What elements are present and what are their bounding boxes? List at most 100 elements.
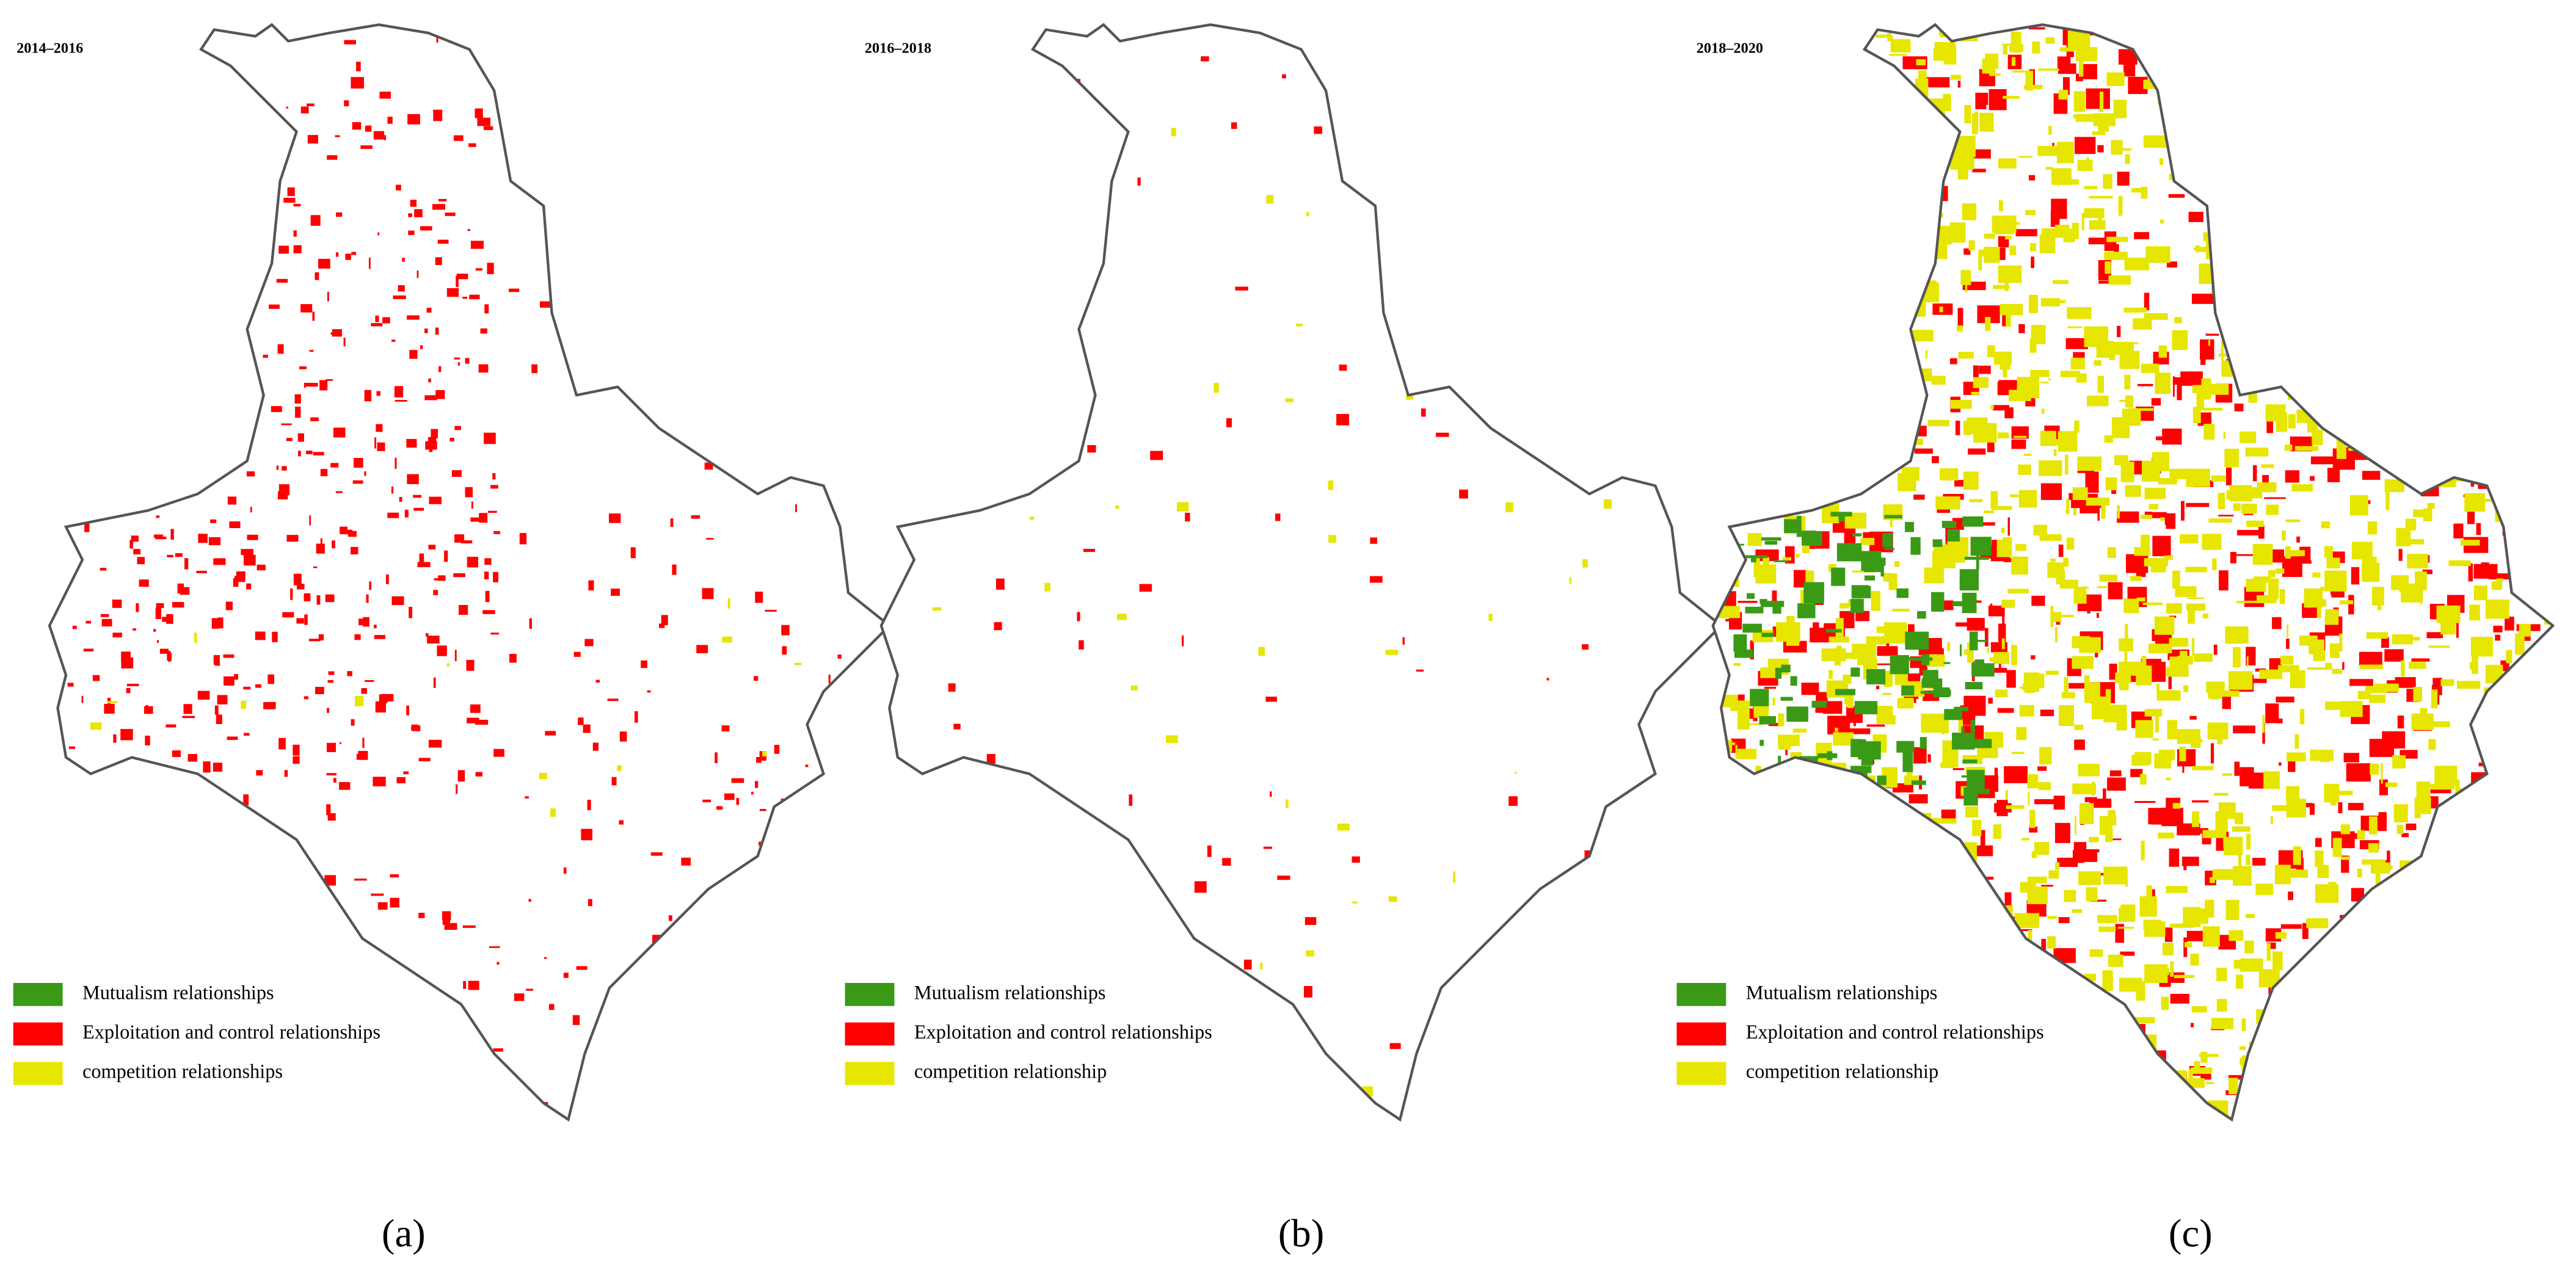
land-patch (2417, 295, 2440, 300)
land-patch (2379, 349, 2388, 358)
land-patch (1868, 117, 1887, 125)
land-patch (2478, 780, 2493, 800)
land-patch (2115, 459, 2127, 464)
land-patch (1835, 309, 1851, 326)
land-patch (133, 549, 141, 555)
land-patch (2141, 1115, 2161, 1120)
land-patch (2335, 45, 2356, 63)
land-patch (578, 717, 584, 725)
land-patch (2335, 268, 2358, 275)
land-patch (2005, 1057, 2015, 1065)
land-patch (2103, 788, 2106, 803)
land-patch (2315, 850, 2324, 868)
land-patch (2254, 1103, 2266, 1113)
land-patch (379, 92, 391, 99)
land-patch (2450, 330, 2460, 333)
land-patch (2442, 207, 2450, 219)
land-patch (438, 366, 442, 372)
land-patch (2073, 508, 2076, 516)
land-patch (2164, 58, 2176, 63)
land-patch (377, 232, 380, 236)
land-patch (2120, 462, 2134, 482)
land-patch (1817, 753, 1838, 758)
land-patch (1808, 36, 1825, 39)
land-patch (376, 391, 380, 396)
land-patch (2321, 139, 2336, 148)
land-patch (1973, 423, 1997, 443)
land-patch (796, 449, 807, 453)
land-patch (1875, 34, 1892, 38)
land-patch (2063, 77, 2070, 95)
land-patch (356, 62, 361, 71)
land-patch (68, 344, 79, 353)
land-patch (2405, 518, 2417, 531)
land-patch (2193, 653, 2213, 662)
land-patch (2456, 1029, 2476, 1039)
land-patch (197, 1085, 209, 1090)
land-patch (2030, 1117, 2047, 1120)
land-patch (428, 437, 437, 446)
land-patch (2419, 1098, 2423, 1109)
land-patch (1995, 965, 2018, 979)
land-patch (1727, 261, 1746, 281)
land-patch (1207, 845, 1212, 857)
land-patch (1265, 697, 1277, 702)
land-patch (1782, 1093, 1785, 1112)
land-patch (2228, 671, 2253, 690)
land-patch (1883, 670, 1893, 687)
land-patch (2039, 534, 2062, 541)
land-patch (2072, 656, 2094, 669)
land-patch (229, 521, 241, 528)
land-patch (2533, 1037, 2540, 1046)
land-patch (1789, 806, 1812, 828)
land-patch (2401, 259, 2423, 271)
land-patch (2404, 59, 2417, 64)
land-patch (224, 676, 235, 686)
land-patch (2031, 256, 2034, 269)
land-patch (1993, 405, 2009, 411)
land-patch (444, 923, 457, 930)
land-patch (347, 671, 352, 676)
land-patch (2156, 690, 2181, 701)
land-patch (1505, 502, 1513, 513)
land-patch (1958, 352, 1974, 359)
land-patch (2393, 460, 2396, 473)
land-patch (1818, 1087, 1832, 1098)
land-patch (1967, 885, 1990, 905)
land-patch (2084, 1118, 2091, 1120)
land-patch (73, 835, 82, 844)
land-patch (2225, 89, 2243, 106)
land-patch (2387, 449, 2394, 466)
land-patch (2336, 65, 2346, 73)
land-patch (526, 988, 533, 991)
land-patch (868, 1109, 872, 1120)
land-patch (2215, 811, 2228, 832)
land-patch (213, 763, 223, 772)
land-patch (619, 731, 627, 742)
land-patch (688, 363, 699, 366)
land-patch (1421, 408, 1426, 417)
land-patch (2548, 1073, 2551, 1079)
land-patch (146, 429, 158, 433)
land-patch (1921, 654, 1930, 665)
land-patch (630, 547, 636, 559)
land-patch (2123, 307, 2147, 313)
land-patch (396, 184, 401, 190)
land-patch (63, 1050, 69, 1054)
land-patch (490, 633, 499, 635)
land-patch (2396, 637, 2420, 641)
land-patch (194, 633, 197, 643)
land-patch (2551, 896, 2553, 907)
land-patch (1901, 410, 1912, 430)
land-patch (2337, 405, 2340, 424)
land-patch (1984, 233, 1995, 239)
land-patch (1726, 220, 1742, 237)
land-patch (2232, 295, 2247, 299)
land-patch (2520, 1028, 2537, 1047)
land-patch (2194, 1061, 2200, 1071)
land-patch (2335, 924, 2346, 932)
land-patch (2065, 454, 2068, 475)
land-patch (315, 687, 324, 694)
land-patch (1913, 747, 1927, 764)
